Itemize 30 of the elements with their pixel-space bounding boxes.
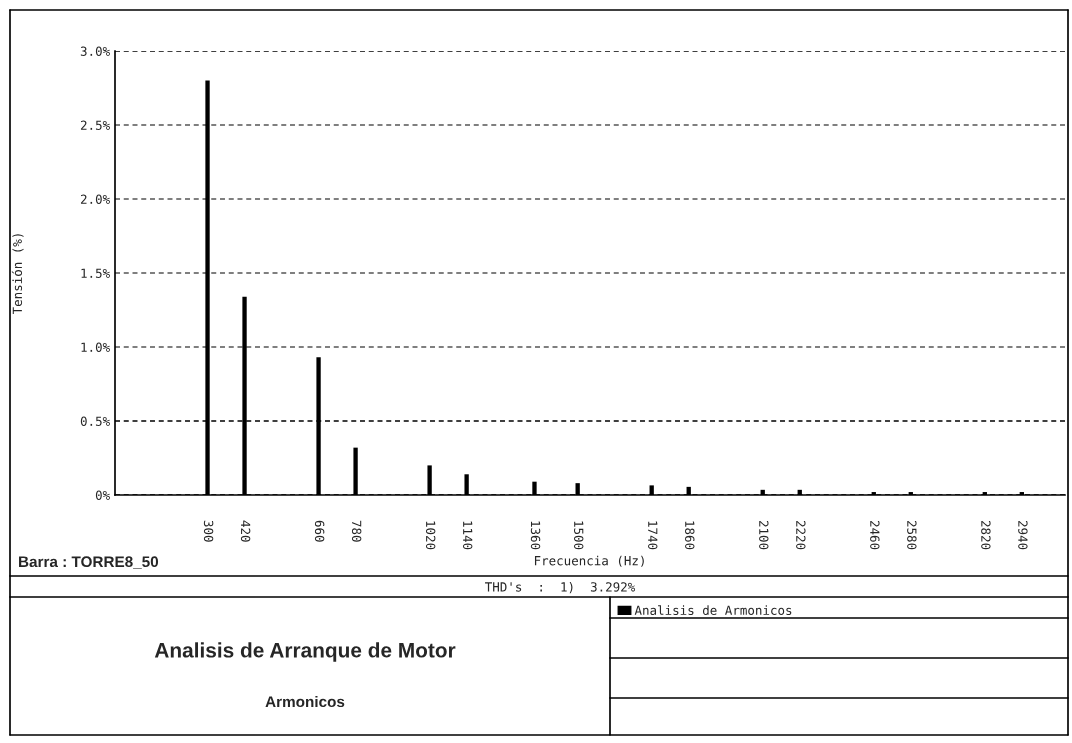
x-tick-label: 1500	[574, 521, 584, 550]
x-tick-label: 660	[314, 520, 325, 542]
y-axis-title: Tensión (%)	[11, 234, 24, 315]
y-tick-label: 2.0%	[80, 194, 110, 204]
text: Analisis de Arranque de Motor	[154, 642, 456, 662]
x-axis-title: Frecuencia (Hz)	[534, 555, 644, 567]
x-tick-label: 1860	[685, 521, 695, 550]
x-tick-label: 1360	[530, 521, 541, 550]
x-tick-label: 1740	[648, 521, 658, 550]
x-tick-label: 2580	[907, 520, 917, 550]
text: THD's : 1) 3.292%	[485, 582, 636, 594]
x-tick-label: 2220	[796, 520, 806, 550]
text: Barra : TORRE8_50	[19, 556, 159, 569]
y-tick-label: 1.0%	[81, 342, 110, 352]
x-tick-label: 2100	[759, 520, 769, 550]
y-tick-label: 0.5%	[80, 416, 110, 426]
x-tick-label: 2820	[981, 520, 991, 550]
x-tick-label: 2940	[1018, 520, 1028, 550]
legend-label: Analisis de Armonicos	[634, 605, 792, 615]
x-tick-label: 420	[240, 520, 251, 542]
x-tick-label: 2460	[870, 520, 880, 550]
y-tick-label: 2.5%	[80, 120, 110, 130]
y-tick-label: 0%	[95, 490, 110, 500]
y-tick-label: 3.0%	[80, 46, 110, 56]
x-tick-label: 1020	[425, 521, 436, 550]
text: Armonicos	[265, 695, 345, 708]
x-tick-label: 1140	[462, 521, 473, 550]
y-tick-label: 1.5%	[81, 268, 110, 278]
x-tick-label: 780	[351, 520, 362, 542]
x-tick-label: 300	[203, 520, 214, 542]
